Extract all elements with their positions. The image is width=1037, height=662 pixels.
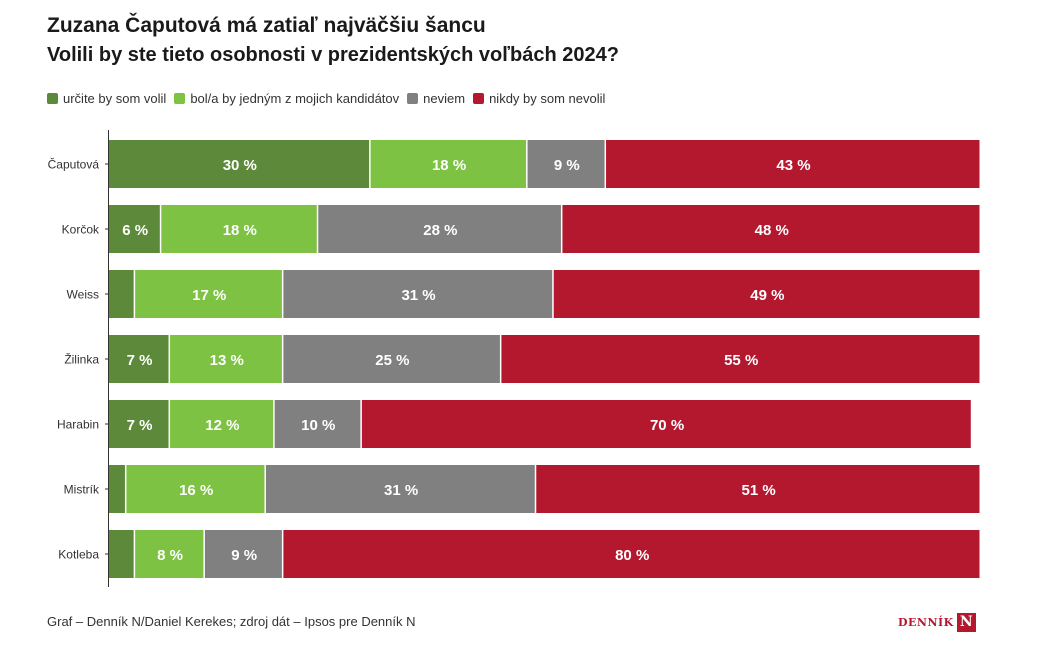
category-label: Čaputová [48,157,100,172]
bar-segment [536,465,980,513]
logo-n-mark: N [956,613,976,632]
data-label: 80 % [615,547,649,564]
legend-label: neviem [423,91,466,106]
bar-segment [204,530,282,578]
bar-segment [170,335,282,383]
bar-segment [109,465,125,513]
bar-segment [109,335,169,383]
bar-segment [283,335,500,383]
bar-segment [126,465,265,513]
bar-segment [361,400,971,448]
data-label: 70 % [650,417,684,434]
legend-swatch [473,93,485,104]
chart-legend: určite by som volil bol/a by jedným z mo… [47,91,613,106]
bar-segment [283,270,553,318]
data-label: 6 % [122,222,148,239]
bar-segment [562,205,980,253]
bar-segment [606,140,980,188]
category-label: Kotleba [58,548,99,562]
data-label: 12 % [205,417,239,434]
legend-item-definitely[interactable]: určite by som volil [47,91,166,106]
data-label: 31 % [384,482,418,499]
bar-segment [370,140,527,188]
data-label: 9 % [554,157,580,174]
legend-item-one-of-candidates[interactable]: bol/a by jedným z mojich kandidátov [174,91,399,106]
data-label: 28 % [423,222,457,239]
category-label: Korčok [62,223,100,237]
bar-segment [135,270,282,318]
data-label: 51 % [742,482,776,499]
bar-segment [135,530,204,578]
bar-segment [501,335,980,383]
legend-item-dont-know[interactable]: neviem [407,91,465,106]
legend-swatch [174,93,186,104]
bar-segment [283,530,980,578]
bar-segment [161,205,317,253]
legend-swatch [47,93,58,104]
dennik-n-logo: DENNÍK N [898,612,976,633]
data-label: 49 % [750,287,784,304]
category-label: Harabin [57,418,99,432]
bar-segment [109,140,370,188]
data-label: 9 % [231,547,257,564]
bar-segment [109,530,134,578]
bar-segment [527,140,605,188]
data-label: 18 % [432,157,466,174]
bar-segment [265,465,535,513]
bar-segment [109,205,160,253]
bar-segment [109,400,169,448]
category-label: Mistrík [64,483,100,497]
data-label: 25 % [375,352,409,369]
legend-label: určite by som volil [63,91,167,106]
data-label: 7 % [127,417,153,434]
logo-wordmark: DENNÍK [898,616,954,629]
chart-subtitle: Volili by ste tieto osobnosti v preziden… [47,44,619,66]
bar-segment [274,400,361,448]
data-label: 13 % [210,352,244,369]
data-label: 18 % [223,222,257,239]
bar-segment [170,400,274,448]
data-label: 10 % [301,417,335,434]
category-label: Žilinka [64,352,99,367]
category-label: Weiss [67,288,99,302]
data-label: 16 % [179,482,213,499]
data-label: 7 % [127,352,153,369]
legend-label: nikdy by som nevolil [489,91,606,106]
data-label: 8 % [157,547,183,564]
data-label: 30 % [223,157,257,174]
bar-segment [318,205,561,253]
legend-item-never[interactable]: nikdy by som nevolil [473,91,605,106]
data-label: 17 % [192,287,226,304]
legend-swatch [407,93,419,104]
legend-label: bol/a by jedným z mojich kandidátov [190,91,400,106]
data-label: 43 % [776,157,810,174]
data-label: 55 % [724,352,758,369]
data-label: 31 % [401,287,435,304]
source-credit: Graf – Denník N/Daniel Kerekes; zdroj dá… [47,614,416,629]
chart-title: Zuzana Čaputová má zatiaľ najväčšiu šanc… [47,14,486,37]
data-label: 48 % [755,222,789,239]
bar-segment [553,270,980,318]
bar-segment [109,270,134,318]
